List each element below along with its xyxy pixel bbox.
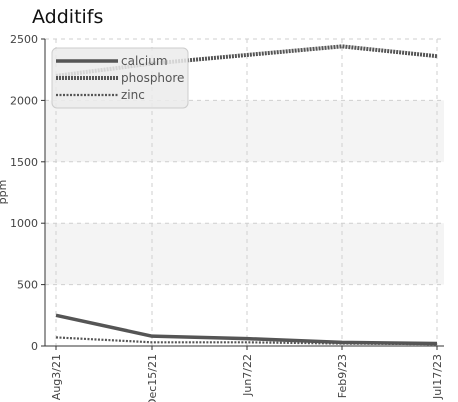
y-tick-label-500: 500: [17, 279, 38, 292]
y-tick-label-1000: 1000: [10, 217, 38, 230]
axes: [44, 39, 444, 347]
x-tick-label-2: Jun7/22: [241, 354, 254, 397]
x-tick-label-0: Aug3/21: [50, 354, 63, 400]
legend-label-zinc: zinc: [121, 88, 145, 102]
x-tick-label-3: Feb9/23: [336, 354, 349, 398]
x-tick-label-1: Dec15/21: [146, 354, 159, 402]
y-tick-label-2000: 2000: [10, 94, 38, 107]
legend-label-phosphore: phosphore: [121, 71, 184, 85]
x-tick-label-4: Jul17/23: [431, 354, 444, 400]
legend-label-calcium: calcium: [121, 54, 168, 68]
band-1: [45, 223, 444, 285]
y-axis-label: ppm: [0, 180, 9, 205]
legend-box: [51, 47, 189, 109]
band-0: [45, 100, 444, 162]
y-tick-label-1500: 1500: [10, 156, 38, 169]
y-tick-label-2500: 2500: [10, 33, 38, 46]
legend: calcium phosphore zinc: [51, 47, 189, 109]
y-tick-labels: 0 500 1000 1500 2000 2500: [10, 33, 45, 353]
chart-title: Additifs: [32, 6, 104, 28]
series-line-zinc: [55, 336, 438, 346]
background-bands: [45, 100, 444, 285]
x-tick-labels: Aug3/21 Dec15/21 Jun7/22 Feb9/23 Jul17/23: [50, 346, 444, 402]
y-tick-label-0: 0: [31, 340, 38, 353]
